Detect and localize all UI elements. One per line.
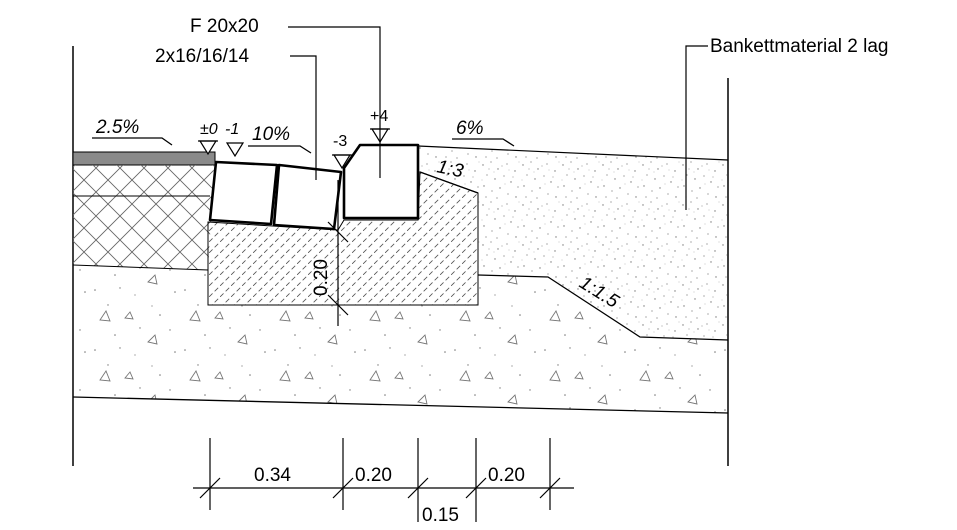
- slope-road-label: 2.5%: [95, 117, 139, 138]
- slope-bankett-label: 6%: [456, 118, 484, 139]
- dim-015-label: 0.15: [422, 505, 459, 525]
- asphalt-layer: [72, 151, 216, 166]
- subbase-bottom-line: [72, 396, 729, 414]
- dim-020a-label: 0.20: [355, 465, 392, 486]
- dim-tick-1: [199, 477, 221, 499]
- slope-gutter-label: 10%: [252, 124, 290, 145]
- gravel-subbase: [73, 265, 728, 413]
- level-p4-label: +4: [370, 108, 388, 125]
- bankett-leader: [685, 45, 708, 210]
- level-marker-m3: [332, 154, 352, 170]
- stone-block-2: [272, 163, 343, 231]
- base-layer: [73, 165, 214, 270]
- slope-gutter-arrow: [248, 145, 312, 154]
- stone-f-block: [342, 143, 420, 220]
- subbase-top-line: [72, 264, 209, 271]
- stone-block-1: [208, 160, 279, 226]
- level-m3-label: -3: [333, 133, 347, 150]
- dim-tick-5: [539, 477, 561, 499]
- depth-tick-top: [327, 221, 349, 243]
- dim-tick-3: [407, 477, 429, 499]
- slope-bankett-arrow: [452, 138, 515, 147]
- stone-f-leader: [288, 26, 381, 178]
- bankett-top-line: [417, 145, 729, 161]
- level-pm0-label: ±0: [200, 121, 218, 138]
- stone-2x-leader: [290, 55, 317, 180]
- bankett-label: Bankettmaterial 2 lag: [710, 36, 889, 57]
- level-marker-m1: [225, 142, 245, 158]
- bankett-bottom-line: [477, 274, 729, 341]
- stone-2x-label: 2x16/16/14: [155, 46, 249, 67]
- stone-f-label: F 20x20: [190, 16, 259, 37]
- dim-020b-label: 0.20: [488, 465, 525, 486]
- dim-tick-4: [465, 477, 487, 499]
- level-m1-label: -1: [225, 121, 239, 138]
- level-marker-pm0: [198, 140, 218, 156]
- dim-tick-2: [332, 477, 354, 499]
- bankett-material: [418, 146, 728, 340]
- slope-road-arrow: [92, 137, 173, 146]
- depth-dimension-label: 0.20: [311, 259, 332, 296]
- depth-tick-bottom: [327, 294, 349, 316]
- dim-034-label: 0.34: [254, 465, 291, 486]
- concrete-bedding: [207, 171, 479, 306]
